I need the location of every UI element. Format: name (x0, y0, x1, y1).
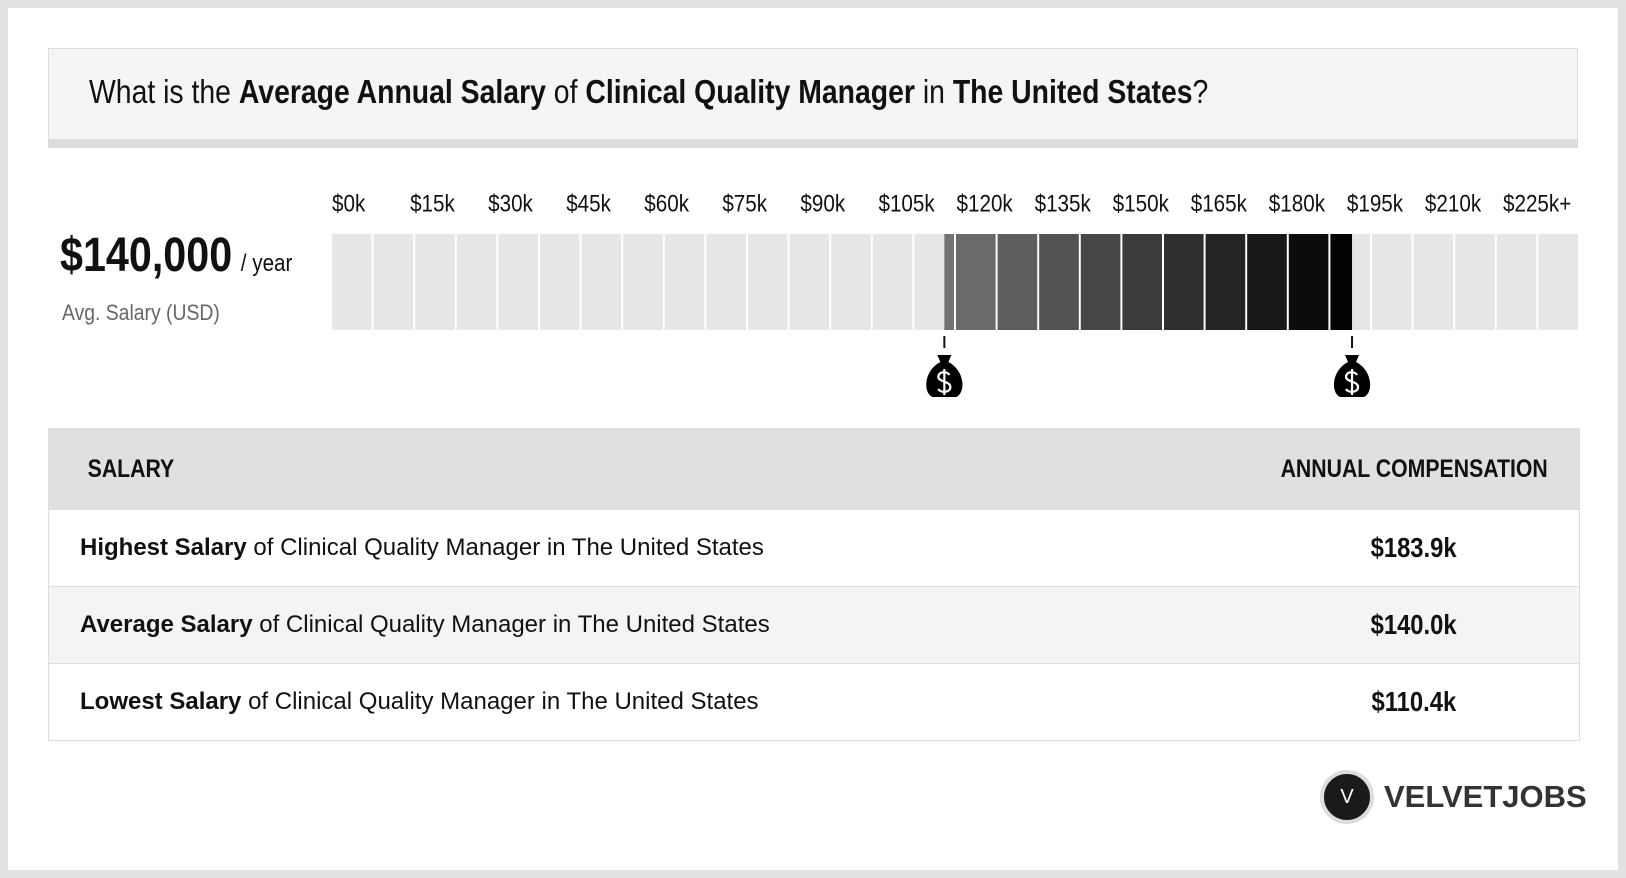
header-cell: SALARY (49, 455, 1249, 484)
label-rest: of Clinical Quality Manager in The Unite… (246, 534, 764, 561)
range-cell (1080, 234, 1121, 330)
label-bold: Lowest Salary (80, 688, 242, 715)
label-rest: of Clinical Quality Manager in The Unite… (241, 688, 759, 715)
header-text: SALARY (87, 454, 175, 483)
label-cell: Average Salary of Clinical Quality Manag… (49, 611, 1249, 639)
tick-label: $180k (1269, 190, 1326, 217)
scale-cell (789, 234, 830, 330)
range-cell (1164, 234, 1204, 330)
tick-label: $225k+ (1503, 190, 1571, 217)
title-part: The United States (952, 73, 1193, 110)
tick-label: $135k (1035, 190, 1092, 217)
table-row: Average Salary of Clinical Quality Manag… (49, 586, 1579, 663)
scale-cell (1538, 234, 1578, 330)
header: What is the Average Annual Salary of Cli… (48, 48, 1578, 148)
low-marker-sign (937, 369, 952, 395)
tick-label: $60k (644, 190, 689, 217)
range-cell (1288, 234, 1329, 330)
value-cell: $183.9k (1249, 532, 1579, 564)
range-cell (1247, 234, 1287, 330)
scale-cell (872, 234, 913, 330)
tick-label: $45k (566, 190, 611, 217)
title-part: ? (1192, 73, 1209, 110)
tick-label: $165k (1191, 190, 1248, 217)
range-cell (1039, 234, 1079, 330)
range-cell (944, 234, 954, 330)
salary-table: SALARY ANNUAL COMPENSATION Highest Salar… (48, 428, 1580, 741)
scale-cell (831, 234, 871, 330)
label-bold: Highest Salary (80, 534, 247, 561)
tick-label: $210k (1425, 190, 1482, 217)
high-marker-sign (1344, 369, 1360, 395)
header-text: ANNUAL COMPENSATION (1280, 454, 1548, 483)
caption: Avg. Salary (USD) (62, 300, 220, 325)
tick-label: $150k (1113, 190, 1170, 217)
tick-label: $120k (957, 190, 1014, 217)
tick-label: $0k (332, 190, 366, 217)
unit: / year (240, 250, 293, 277)
table-row: Lowest Salary of Clinical Quality Manage… (49, 663, 1579, 740)
range-cell (1330, 234, 1353, 330)
tick-label: $195k (1347, 190, 1404, 217)
scale-cell (1413, 234, 1454, 330)
table-header: SALARY ANNUAL COMPENSATION (49, 429, 1579, 509)
amount: $140,000 (60, 229, 233, 282)
value: $140.0k (1370, 609, 1458, 640)
label-rest: of Clinical Quality Manager in The Unite… (252, 611, 770, 638)
scale-cell (1496, 234, 1537, 330)
title-part: Average Annual Salary (238, 73, 546, 110)
title-part: of (545, 73, 586, 110)
value-cell: $140.0k (1249, 609, 1579, 641)
scale-cell (706, 234, 746, 330)
scale-cell (498, 234, 538, 330)
title-part: Clinical Quality Manager (585, 73, 915, 110)
header-cell: ANNUAL COMPENSATION (1249, 455, 1579, 484)
value: $183.9k (1370, 532, 1458, 563)
title-part: What is the (89, 73, 239, 110)
scale-cell (540, 234, 580, 330)
tick-label: $105k (878, 190, 935, 217)
range-cell (1205, 234, 1246, 330)
label-bold: Average Salary (80, 611, 253, 638)
scale-cell (748, 234, 788, 330)
tick-label: $30k (488, 190, 533, 217)
brand: V VELVETJOBS (1320, 770, 1587, 824)
salary-scale: $0k $15k $30k $45k $60k $75k $90k $105k $120k $13… (332, 190, 1578, 397)
summary: $140,000 / year (60, 228, 292, 283)
range-cell (956, 234, 996, 330)
value: $110.4k (1371, 686, 1457, 717)
range-cell (1122, 234, 1162, 330)
scale-cell (1455, 234, 1495, 330)
scale-cell (415, 234, 455, 330)
scale-cell (332, 234, 372, 330)
scale-cell (664, 234, 705, 330)
scale-cell (373, 234, 414, 330)
table-row: Highest Salary of Clinical Quality Manag… (49, 509, 1579, 586)
value-cell: $110.4k (1249, 686, 1579, 718)
scale-cell (623, 234, 663, 330)
tick-label: $15k (410, 190, 455, 217)
range-cell (997, 234, 1038, 330)
scale-cell (1372, 234, 1412, 330)
title: What is the Average Annual Salary of Cli… (89, 73, 1208, 111)
brand-name: VELVETJOBS (1384, 779, 1587, 814)
scale-cell (581, 234, 622, 330)
logo: V (1320, 770, 1374, 824)
label-cell: Lowest Salary of Clinical Quality Manage… (49, 688, 1249, 716)
label-cell: Highest Salary of Clinical Quality Manag… (49, 534, 1249, 562)
scale-cell (456, 234, 497, 330)
title-part: in (914, 73, 953, 110)
tick-label: $90k (800, 190, 845, 217)
tick-label: $75k (722, 190, 767, 217)
